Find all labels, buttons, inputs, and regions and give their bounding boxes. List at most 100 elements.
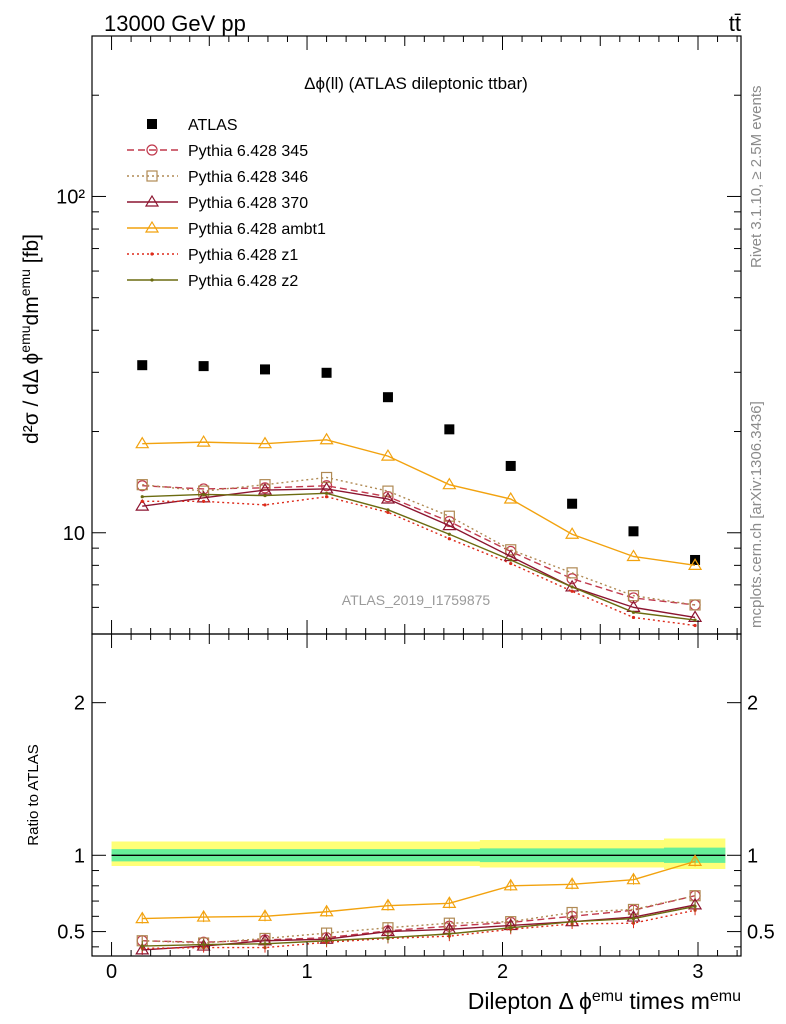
data-point (263, 493, 267, 498)
legend-label: Pythia 6.428 z1 (188, 247, 298, 264)
data-point (380, 491, 396, 504)
data-point (150, 278, 154, 282)
legend-label: Pythia 6.428 370 (188, 195, 308, 212)
data-point (509, 561, 513, 566)
data-point (324, 491, 329, 495)
data-point (693, 618, 697, 622)
ratio-series-pythia-6-428-z1 (140, 905, 697, 954)
legend-entry: Pythia 6.428 370 (127, 194, 308, 212)
data-point (386, 936, 390, 940)
data-point (442, 896, 457, 908)
series-atlas (137, 360, 701, 565)
data-point (382, 392, 393, 403)
data-point (263, 503, 267, 507)
data-point (196, 909, 211, 922)
main-plot-panel: 10 10² Δϕ(ll) (ATLAS dileptonic ttbar) AT… (17, 35, 742, 635)
x-tick-label: 0 (106, 961, 117, 983)
data-point (135, 942, 150, 955)
ratio-line (142, 904, 696, 951)
data-point (693, 904, 697, 909)
x-tick-label: 3 (692, 961, 703, 983)
mcplots-label: mcplots.cern.ch [arXiv:1306.3436] (748, 401, 765, 628)
data-point (136, 479, 148, 491)
x-tick-label: 2 (497, 961, 508, 983)
data-point (140, 499, 144, 503)
data-point (505, 460, 516, 471)
legend-label: Pythia 6.428 346 (188, 169, 308, 186)
data-point (135, 436, 150, 449)
x-axis-label: Dilepton Δ ϕemu times memu (468, 988, 741, 1015)
data-point (442, 518, 457, 531)
ratio-y-tick-label-right: 0.5 (747, 922, 775, 944)
data-point (565, 877, 580, 889)
data-point (447, 532, 451, 536)
legend-label: Pythia 6.428 ambt1 (188, 221, 326, 238)
data-point (147, 119, 157, 129)
data-point (503, 878, 518, 891)
data-point (631, 610, 636, 614)
series-pythia-6-428-346 (136, 471, 701, 611)
data-point (443, 510, 455, 522)
legend-entry: Pythia 6.428 z1 (127, 247, 298, 264)
data-point (319, 904, 334, 917)
data-point (688, 558, 703, 570)
data-point (570, 589, 574, 593)
data-point (257, 436, 273, 449)
series-line (142, 492, 696, 621)
legend-entry: Pythia 6.428 346 (127, 169, 308, 186)
data-point (146, 170, 158, 182)
data-point (631, 615, 636, 620)
data-point (386, 508, 390, 512)
rivet-version-label: Rivet 3.1.10, ≥ 2.5M events (748, 86, 765, 269)
ratio-series-pythia-6-428-370 (135, 897, 703, 955)
legend-label: ATLAS (188, 117, 238, 134)
data-point (626, 872, 641, 885)
legend: ATLAS Pythia 6.428 345 Pythia 6.428 346 Pyt… (127, 117, 326, 290)
y-tick-label: 10² (56, 186, 85, 208)
data-point (319, 432, 334, 445)
data-point (565, 527, 580, 539)
data-point (628, 526, 639, 537)
main-plot-ticks: 10 10² (56, 35, 741, 635)
series-pythia-6-428-z1 (140, 495, 697, 628)
data-point (320, 480, 333, 492)
series-pythia-6-428-z2 (140, 491, 697, 622)
data-point (380, 898, 396, 911)
data-point (196, 434, 211, 447)
series-line (142, 495, 696, 627)
data-point (509, 558, 513, 562)
series-pythia-6-428-345 (136, 480, 701, 611)
ratio-y-tick-label: 0.5 (57, 922, 85, 944)
data-point (505, 544, 517, 556)
legend-entry: Pythia 6.428 ambt1 (127, 220, 326, 238)
series-line (142, 439, 696, 567)
main-y-axis-label: d²σ / dΔ ϕemudmemu [fb] (17, 234, 43, 444)
data-point (382, 485, 394, 497)
data-point (146, 144, 158, 156)
ratio-line (142, 909, 696, 950)
ratio-plot-series (135, 854, 703, 955)
data-point (570, 920, 574, 924)
ratio-line (142, 895, 696, 943)
legend-label: Pythia 6.428 345 (188, 143, 308, 160)
data-point (442, 477, 457, 490)
data-point (626, 549, 641, 562)
data-point (693, 623, 697, 628)
series-line (142, 485, 696, 606)
process-label: tt̄ (729, 11, 741, 36)
data-point (144, 220, 160, 233)
data-point (263, 942, 267, 946)
ratio-series-pythia-6-428-z2 (140, 901, 697, 952)
series-line (142, 488, 696, 619)
x-tick-label: 1 (301, 961, 312, 983)
data-point (260, 364, 271, 375)
data-point (631, 917, 636, 921)
data-point (324, 495, 329, 499)
legend-entry: Pythia 6.428 345 (127, 143, 308, 160)
legend-entry: Pythia 6.428 z2 (127, 273, 298, 290)
legend-entry: ATLAS (147, 117, 238, 134)
series-line (142, 476, 696, 606)
energy-label: 13000 GeV pp (104, 11, 246, 36)
ratio-y-tick-label-right: 1 (747, 845, 758, 867)
ratio-plot-panel: 0 1 2 3 0.5 0.5 1 1 2 2 Ratio to ATLAS Dilepton Δ… (25, 633, 775, 1015)
